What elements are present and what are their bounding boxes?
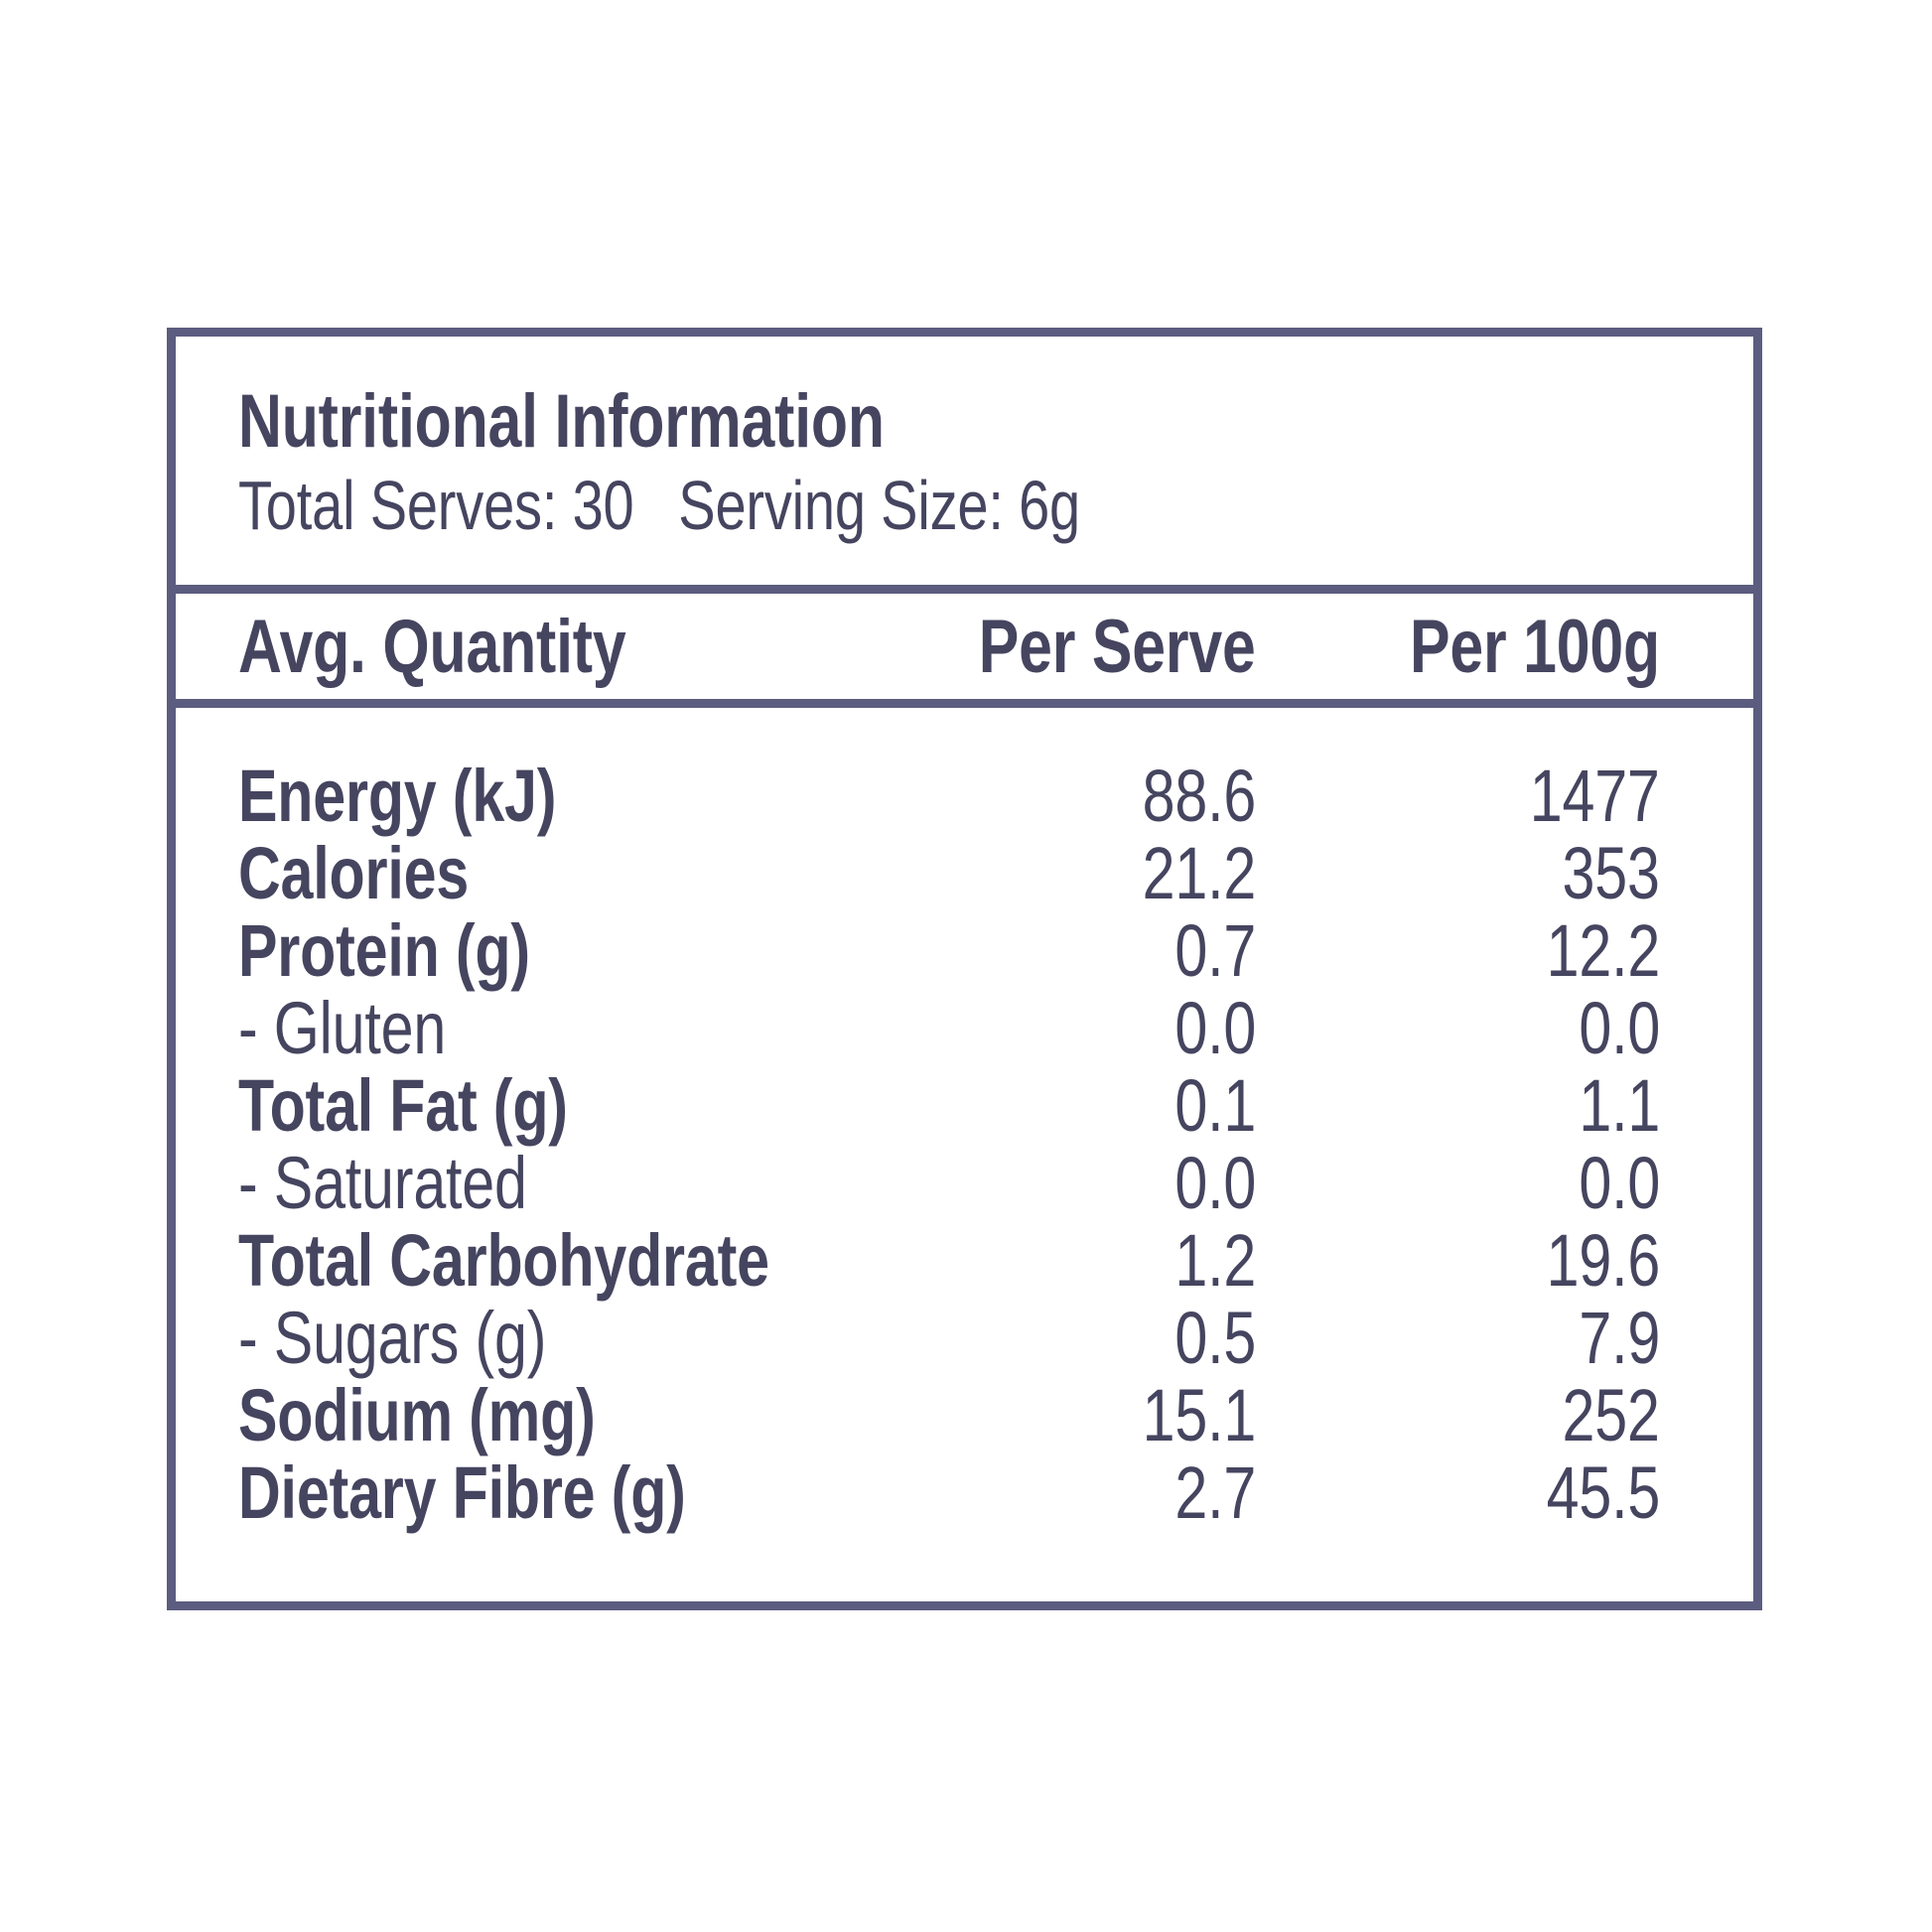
serving-size-value: 6g [1019, 467, 1081, 544]
row-label: Total Fat (g) [238, 1064, 568, 1147]
divider-header [176, 699, 1753, 708]
panel-title-text: Nutritional Information [238, 379, 885, 464]
nutrition-panel: Nutritional Information Total Serves: 30… [167, 328, 1762, 1610]
row-label: Protein (g) [238, 909, 530, 992]
row-label: Total Carbohydrate [238, 1219, 769, 1302]
table-row: Dietary Fibre (g) 2.7 45.5 [238, 1450, 1660, 1534]
total-serves-value: 30 [572, 467, 634, 544]
column-header-per-100g: Per 100g [1410, 604, 1660, 689]
table-row: Calories 21.2 353 [238, 831, 1660, 914]
nutrition-table-body: Energy (kJ) 88.6 1477 Calories 21.2 353 Protei… [176, 708, 1753, 1534]
column-header-avg-quantity: Avg. Quantity [238, 604, 626, 689]
row-value-per-serve: 0.0 [1174, 987, 1256, 1069]
divider-top [176, 585, 1753, 594]
table-row: - Gluten 0.0 0.0 [238, 986, 1660, 1069]
row-value-per-serve: 88.6 [1142, 755, 1257, 837]
row-value-per-serve: 15.1 [1142, 1374, 1257, 1456]
table-row: - Sugars (g) 0.5 7.9 [238, 1296, 1660, 1379]
row-label: Calories [238, 832, 470, 914]
column-header-per-serve: Per Serve [979, 604, 1256, 689]
serving-size-label: Serving Size: [678, 467, 1004, 544]
column-header-row: Avg. Quantity Per Serve Per 100g [176, 594, 1753, 699]
panel-header: Nutritional Information Total Serves: 30… [176, 337, 1753, 585]
row-value-per-serve: 0.7 [1174, 909, 1256, 992]
row-label: Sodium (mg) [238, 1374, 596, 1456]
row-value-per-serve: 21.2 [1142, 832, 1257, 914]
total-serves-label: Total Serves: [238, 467, 558, 544]
row-value-per-serve: 0.0 [1174, 1142, 1256, 1224]
row-value-per-100g: 252 [1562, 1374, 1660, 1456]
row-value-per-100g: 1.1 [1579, 1064, 1660, 1147]
table-row: Total Fat (g) 0.1 1.1 [238, 1063, 1660, 1147]
row-value-per-serve: 1.2 [1174, 1219, 1256, 1302]
row-label: Energy (kJ) [238, 755, 557, 837]
row-value-per-100g: 7.9 [1579, 1297, 1660, 1379]
row-value-per-100g: 1477 [1530, 755, 1660, 837]
serves-line: Total Serves: 30 Serving Size: 6g [238, 470, 1660, 541]
row-label: Dietary Fibre (g) [238, 1451, 686, 1534]
row-value-per-100g: 19.6 [1546, 1219, 1661, 1302]
row-value-per-100g: 45.5 [1546, 1451, 1661, 1534]
row-value-per-serve: 2.7 [1174, 1451, 1256, 1534]
panel-title: Nutritional Information [238, 379, 1660, 464]
table-row: Total Carbohydrate 1.2 19.6 [238, 1218, 1660, 1302]
row-value-per-100g: 0.0 [1579, 1142, 1660, 1224]
row-value-per-100g: 353 [1562, 832, 1660, 914]
table-row: Protein (g) 0.7 12.2 [238, 908, 1660, 992]
table-row: - Saturated 0.0 0.0 [238, 1141, 1660, 1224]
row-label: - Sugars (g) [238, 1297, 547, 1379]
row-value-per-100g: 12.2 [1546, 909, 1661, 992]
table-row: Energy (kJ) 88.6 1477 [238, 754, 1660, 837]
table-row: Sodium (mg) 15.1 252 [238, 1373, 1660, 1456]
row-label: - Saturated [238, 1142, 527, 1224]
row-label: - Gluten [238, 987, 447, 1069]
row-value-per-serve: 0.5 [1174, 1297, 1256, 1379]
row-value-per-100g: 0.0 [1579, 987, 1660, 1069]
row-value-per-serve: 0.1 [1174, 1064, 1256, 1147]
